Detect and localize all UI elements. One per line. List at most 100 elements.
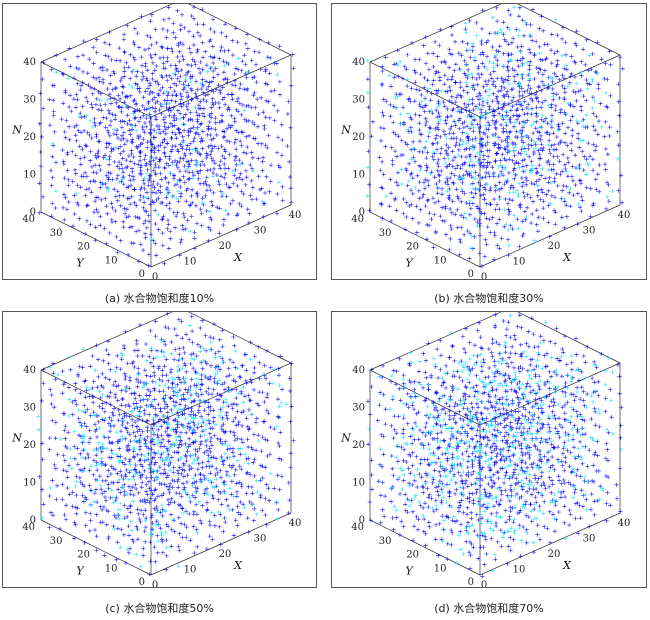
data-point — [206, 225, 211, 230]
data-point — [458, 416, 463, 421]
data-point — [473, 454, 478, 459]
data-point — [94, 134, 99, 139]
data-point — [583, 125, 588, 130]
data-point — [175, 76, 180, 81]
data-point — [145, 397, 150, 402]
data-point — [226, 385, 231, 390]
data-point — [200, 159, 205, 164]
data-point — [433, 537, 438, 542]
data-point — [575, 191, 580, 196]
data-point — [118, 137, 124, 143]
data-point — [182, 485, 187, 490]
data-point — [162, 462, 167, 467]
data-point — [456, 533, 461, 538]
data-point — [390, 394, 395, 399]
data-point — [478, 93, 483, 98]
data-point — [467, 367, 472, 372]
data-point — [405, 111, 410, 116]
data-point — [165, 28, 170, 33]
data-point — [220, 85, 225, 90]
data-point — [211, 455, 216, 460]
data-point — [528, 50, 533, 55]
data-point — [289, 83, 294, 88]
data-point — [243, 182, 248, 187]
data-point — [150, 71, 155, 76]
data-point — [241, 150, 246, 155]
data-point — [94, 76, 99, 81]
data-point — [189, 426, 194, 431]
data-point — [54, 70, 59, 75]
data-point — [130, 409, 135, 414]
data-point — [199, 372, 204, 378]
data-point — [423, 123, 428, 128]
data-point — [391, 104, 396, 109]
data-point — [235, 436, 240, 441]
data-point — [584, 185, 589, 190]
data-point — [488, 72, 493, 77]
data-point — [68, 64, 73, 69]
data-point — [487, 217, 492, 222]
data-point — [175, 382, 180, 387]
data-point — [287, 498, 292, 503]
data-point — [66, 177, 71, 182]
data-point — [603, 61, 608, 66]
data-point — [88, 149, 93, 154]
data-point — [134, 203, 139, 208]
data-point — [160, 216, 165, 222]
data-point — [194, 221, 200, 226]
data-point — [479, 445, 484, 451]
data-point — [261, 155, 266, 160]
data-point — [445, 106, 450, 112]
data-point — [183, 441, 188, 446]
data-point — [61, 101, 66, 106]
data-point — [556, 124, 561, 129]
data-point — [180, 42, 186, 47]
data-point — [190, 187, 195, 192]
x-axis-label: X — [562, 251, 572, 264]
data-point — [175, 54, 180, 60]
data-point — [211, 60, 216, 66]
data-point — [468, 182, 473, 187]
data-point — [157, 417, 162, 422]
data-point — [148, 559, 153, 564]
data-point — [188, 86, 194, 91]
data-point — [198, 479, 203, 484]
data-point — [151, 356, 156, 361]
data-point — [415, 484, 420, 490]
data-point — [115, 512, 121, 517]
data-point — [144, 373, 149, 378]
data-point — [464, 131, 469, 136]
data-point — [192, 357, 197, 362]
data-point — [146, 213, 151, 218]
data-point — [564, 214, 569, 219]
data-point — [482, 211, 487, 216]
data-point — [244, 368, 249, 373]
data-point — [403, 502, 408, 507]
data-point — [419, 475, 424, 480]
data-point — [173, 93, 179, 98]
data-point — [136, 228, 142, 233]
data-point — [61, 411, 66, 416]
data-point — [115, 128, 120, 133]
data-point — [423, 204, 428, 209]
data-point — [188, 202, 193, 207]
data-point — [153, 460, 158, 465]
data-point — [221, 222, 226, 228]
data-point — [149, 451, 154, 456]
data-point — [148, 374, 153, 379]
data-point — [227, 463, 232, 468]
data-point — [141, 221, 146, 226]
data-point — [507, 27, 512, 32]
data-point — [260, 168, 265, 173]
data-point — [122, 69, 127, 74]
data-point — [437, 178, 442, 184]
data-point — [448, 51, 453, 56]
data-point — [142, 200, 147, 205]
data-point — [150, 399, 155, 404]
data-point — [114, 384, 119, 389]
data-point — [423, 531, 428, 536]
data-point — [234, 227, 239, 232]
data-point — [113, 194, 118, 199]
data-point — [412, 437, 417, 442]
